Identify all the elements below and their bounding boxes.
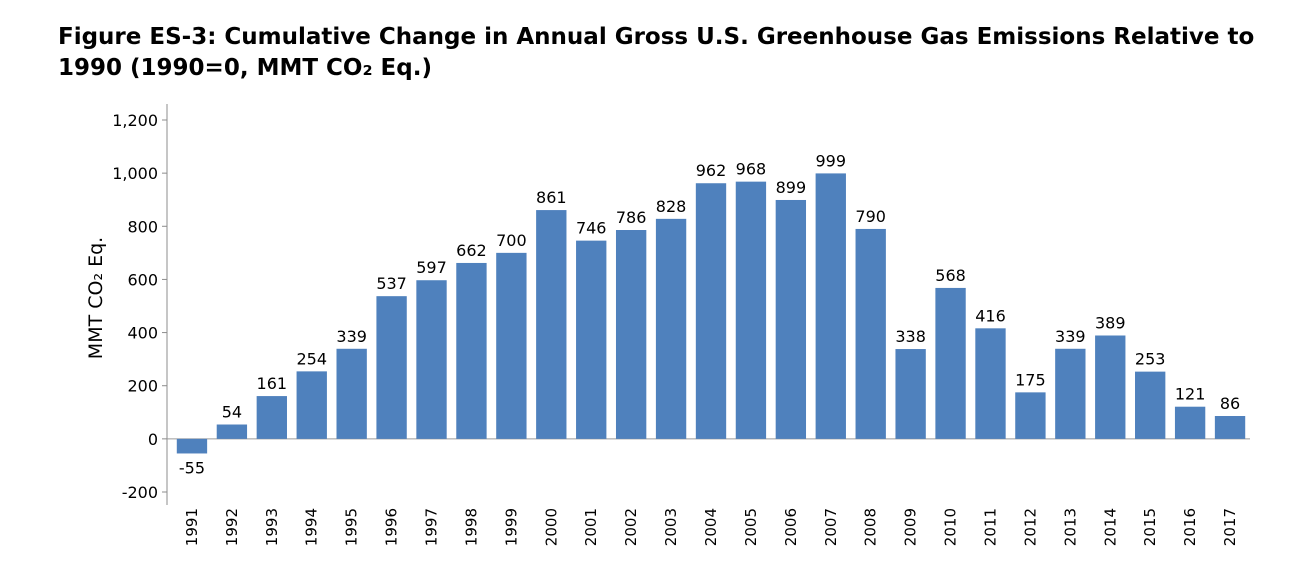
data-label: 121 (1175, 385, 1206, 404)
data-label: -55 (179, 458, 205, 477)
bar (735, 181, 767, 439)
data-label: 746 (576, 219, 607, 238)
x-tick-label: 2005 (742, 508, 760, 546)
x-axis: 1991 1992 1993 1994 1995 1996 1997 1998 1999 2000… (183, 508, 1239, 546)
x-tick-label: 1997 (423, 508, 441, 546)
data-label: 86 (1220, 394, 1240, 413)
data-label: 662 (456, 241, 487, 260)
bar (1174, 406, 1206, 439)
x-tick-label: 2010 (942, 508, 960, 546)
bars (176, 173, 1246, 454)
x-tick-label: 2011 (981, 508, 999, 546)
bar (496, 252, 527, 439)
y-tick-label: -200 (122, 483, 158, 502)
bar (1095, 335, 1126, 439)
x-tick-label: 2014 (1101, 508, 1119, 546)
bar (256, 396, 287, 439)
data-label: 175 (1015, 370, 1046, 389)
x-tick-label: 2016 (1181, 508, 1199, 546)
x-tick-label: 2001 (582, 508, 600, 546)
y-tick-label: 800 (127, 217, 158, 236)
data-label: 253 (1135, 350, 1166, 369)
x-tick-label: 2006 (782, 508, 800, 546)
x-tick-label: 2009 (902, 508, 920, 546)
y-tick-label: 600 (127, 270, 158, 289)
bar (815, 173, 846, 439)
x-tick-label: 2015 (1141, 508, 1159, 546)
bar (695, 183, 727, 439)
data-label: 828 (656, 197, 687, 216)
bar (895, 349, 926, 439)
y-tick-label: 0 (148, 430, 158, 449)
chart-title: Figure ES-3: Cumulative Change in Annual… (58, 24, 1255, 81)
data-label: 597 (416, 258, 447, 277)
data-label: 416 (975, 306, 1006, 325)
bar (416, 280, 447, 439)
data-label: 389 (1095, 313, 1126, 332)
x-tick-label: 1999 (502, 508, 520, 546)
data-label: 339 (1055, 327, 1086, 346)
data-label: 700 (496, 231, 527, 250)
bar (296, 371, 327, 439)
bar (775, 199, 807, 439)
y-axis-title: MMT CO₂ Eq. (85, 237, 107, 359)
x-tick-label: 2000 (542, 508, 560, 546)
x-tick-label: 2017 (1221, 508, 1239, 546)
data-label: 537 (376, 274, 407, 293)
data-label: 786 (616, 208, 647, 227)
bar (975, 328, 1006, 439)
x-tick-label: 1991 (183, 508, 201, 546)
x-tick-label: 2012 (1021, 508, 1039, 546)
bar (855, 228, 886, 439)
bar (336, 348, 367, 439)
bar (935, 287, 966, 439)
x-tick-label: 1992 (223, 508, 241, 546)
x-tick-label: 2003 (662, 508, 680, 546)
x-tick-label: 1996 (383, 508, 401, 546)
data-label: 968 (736, 160, 767, 179)
data-label: 861 (536, 188, 567, 207)
bar (615, 230, 647, 439)
x-tick-label: 2007 (822, 508, 840, 546)
x-tick-label: 1993 (263, 508, 281, 546)
bar (216, 424, 248, 439)
y-tick-label: 1,000 (112, 164, 158, 183)
bar (1135, 371, 1166, 439)
bar (456, 262, 487, 439)
y-tick-label: 200 (127, 377, 158, 396)
bar (176, 438, 208, 454)
data-label: 254 (296, 349, 327, 368)
y-tick-label: 1,200 (112, 111, 158, 130)
bar (536, 210, 567, 439)
data-labels: -55 54 161 254 339 537 597 662 700 861 746 786 828 96… (179, 151, 1240, 477)
data-label: 790 (855, 207, 886, 226)
data-label: 339 (336, 327, 367, 346)
x-tick-label: 2002 (622, 508, 640, 546)
x-tick-label: 1998 (462, 508, 480, 546)
bar (655, 218, 687, 439)
data-label: 962 (696, 161, 727, 180)
data-label: 568 (935, 266, 966, 285)
data-label: 161 (257, 374, 288, 393)
bar (1015, 392, 1046, 439)
x-tick-label: 2004 (702, 508, 720, 546)
x-tick-label: 1995 (343, 508, 361, 546)
bar (576, 240, 607, 439)
data-label: 999 (816, 151, 847, 170)
bar (1214, 416, 1246, 439)
data-label: 899 (776, 178, 807, 197)
data-label: 338 (895, 327, 926, 346)
x-tick-label: 1994 (303, 508, 321, 546)
x-tick-label: 2008 (862, 508, 880, 546)
bar (1055, 348, 1086, 439)
data-label: 54 (222, 403, 242, 422)
y-tick-label: 400 (127, 324, 158, 343)
bar (376, 296, 407, 439)
x-tick-label: 2013 (1061, 508, 1079, 546)
